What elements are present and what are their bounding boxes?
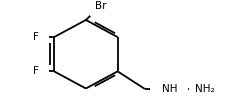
Text: H: H — [154, 80, 160, 88]
Text: F: F — [33, 32, 39, 42]
Text: Br: Br — [95, 1, 107, 11]
Text: F: F — [33, 66, 39, 76]
Text: NH: NH — [162, 84, 178, 94]
Text: NH₂: NH₂ — [194, 84, 214, 94]
